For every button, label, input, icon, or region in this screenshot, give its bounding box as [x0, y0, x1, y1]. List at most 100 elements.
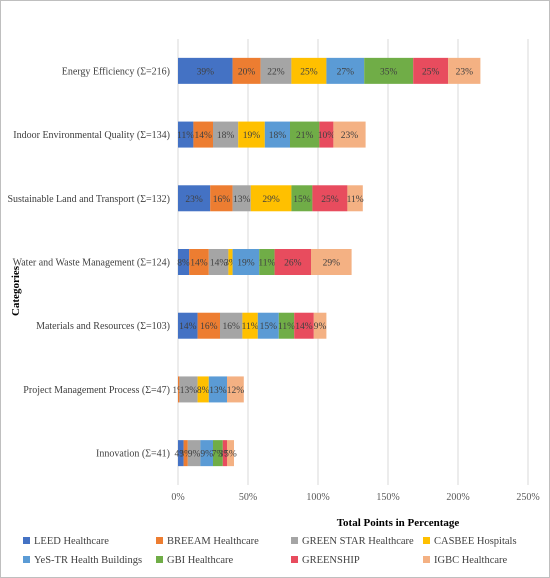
legend-swatch — [423, 537, 430, 544]
bar-segment — [333, 121, 366, 148]
x-tick-label: 250% — [516, 492, 539, 503]
data-label: 12% — [227, 386, 245, 396]
bar-segment — [232, 57, 261, 84]
legend-entry: IGBC Healthcare — [434, 555, 508, 566]
data-label: 23% — [185, 195, 203, 205]
bar-segment — [193, 121, 213, 148]
category-label: Sustainable Land and Transport (Σ=132) — [7, 194, 170, 205]
bar-segment — [448, 57, 481, 84]
data-label: 3% — [219, 450, 232, 460]
bar-segment — [413, 57, 449, 84]
legend-swatch — [156, 556, 163, 563]
bar-segment — [227, 376, 244, 403]
bar-segment — [210, 185, 233, 212]
bar-segment — [178, 440, 184, 467]
bar-segment — [228, 249, 233, 275]
data-label: 22% — [267, 67, 285, 77]
x-tick-label: 50% — [239, 492, 257, 503]
data-label: 3% — [224, 259, 237, 269]
data-label: 14% — [179, 322, 197, 332]
x-tick-label: 100% — [306, 492, 329, 503]
bar-segment — [178, 312, 198, 339]
bar-segment — [197, 312, 220, 339]
data-label: 5% — [224, 450, 237, 460]
bar-segment — [250, 185, 292, 212]
bar-segment — [242, 312, 258, 339]
legend-swatch — [156, 537, 163, 544]
bar-segment — [220, 312, 243, 339]
bar-segment — [232, 185, 251, 212]
data-label: 29% — [323, 259, 341, 269]
bar-segment — [178, 185, 211, 212]
bar-segment — [178, 249, 190, 275]
legend-entry: YeS-TR Health Buildings — [34, 555, 142, 566]
bar-segment — [227, 440, 234, 467]
bar-segment — [179, 376, 198, 403]
data-label: 9% — [314, 322, 327, 332]
x-tick-label: 200% — [446, 492, 469, 503]
data-label: 29% — [262, 195, 280, 205]
bar-segment — [278, 312, 295, 339]
data-label: 14% — [295, 322, 313, 332]
data-label: 8% — [197, 386, 210, 396]
x-tick-label: 0% — [171, 492, 184, 503]
bar-segment — [264, 121, 290, 148]
data-label: 14% — [194, 131, 212, 141]
category-label: Innovation (Σ=41) — [96, 449, 170, 460]
data-label: 13% — [233, 195, 251, 205]
bar-segment — [319, 121, 334, 148]
data-label: 9% — [188, 450, 201, 460]
bar-segment — [213, 440, 223, 467]
data-label: 1% — [172, 386, 185, 396]
data-label: 9% — [200, 450, 213, 460]
bar-segment — [213, 121, 239, 148]
bar-segment — [294, 312, 314, 339]
data-label: 15% — [293, 195, 311, 205]
bar-segment — [208, 376, 227, 403]
data-label: 21% — [296, 131, 314, 141]
legend-swatch — [23, 537, 30, 544]
bar-segment — [183, 440, 188, 467]
bar-segment — [312, 185, 348, 212]
data-label: 11% — [177, 131, 194, 141]
data-label: 26% — [284, 259, 302, 269]
data-label: 25% — [300, 67, 318, 77]
data-label: 19% — [237, 259, 255, 269]
data-label: 4% — [174, 450, 187, 460]
data-label: 13% — [209, 386, 227, 396]
bar-segment — [290, 121, 320, 148]
bar-segment — [200, 440, 213, 467]
bar-segment — [238, 121, 265, 148]
bar-segment — [197, 376, 209, 403]
data-label: 27% — [337, 67, 355, 77]
bar-segment — [326, 57, 365, 84]
x-axis-title: Total Points in Percentage — [337, 517, 460, 529]
data-label: 10% — [318, 131, 336, 141]
data-label: 14% — [190, 259, 208, 269]
data-label: 14% — [210, 259, 228, 269]
bar-segment — [311, 249, 352, 275]
bar-segment — [178, 121, 194, 148]
legend-swatch — [291, 556, 298, 563]
legend-swatch — [423, 556, 430, 563]
bar-segment — [347, 185, 363, 212]
legend: LEED Healthcare BREEAM Healthcare GREEN ST… — [23, 536, 517, 566]
bar-segment — [189, 249, 209, 275]
bar-segment — [274, 249, 311, 275]
x-tick-labels: 0% 50% 100% 150% 200% 250% — [171, 492, 539, 503]
category-labels: Energy Efficiency (Σ=216) Indoor Environm… — [7, 66, 170, 459]
bar-segment — [259, 249, 275, 275]
bar-segment — [232, 249, 260, 275]
data-label: 7% — [212, 450, 225, 460]
bar-segment — [222, 440, 227, 467]
bar-segment — [364, 57, 414, 84]
category-label: Materials and Resources (Σ=103) — [36, 321, 170, 332]
category-label: Project Management Process (Σ=47) — [23, 385, 170, 396]
data-label: 13% — [180, 386, 198, 396]
data-label: 18% — [217, 131, 235, 141]
data-label: 23% — [341, 131, 359, 141]
bar-segment — [178, 376, 180, 403]
bars-group: 39% 20% 22% 25% 27% 35% 25% 23%11% 14% 18% 19% 18% 2… — [172, 57, 481, 467]
